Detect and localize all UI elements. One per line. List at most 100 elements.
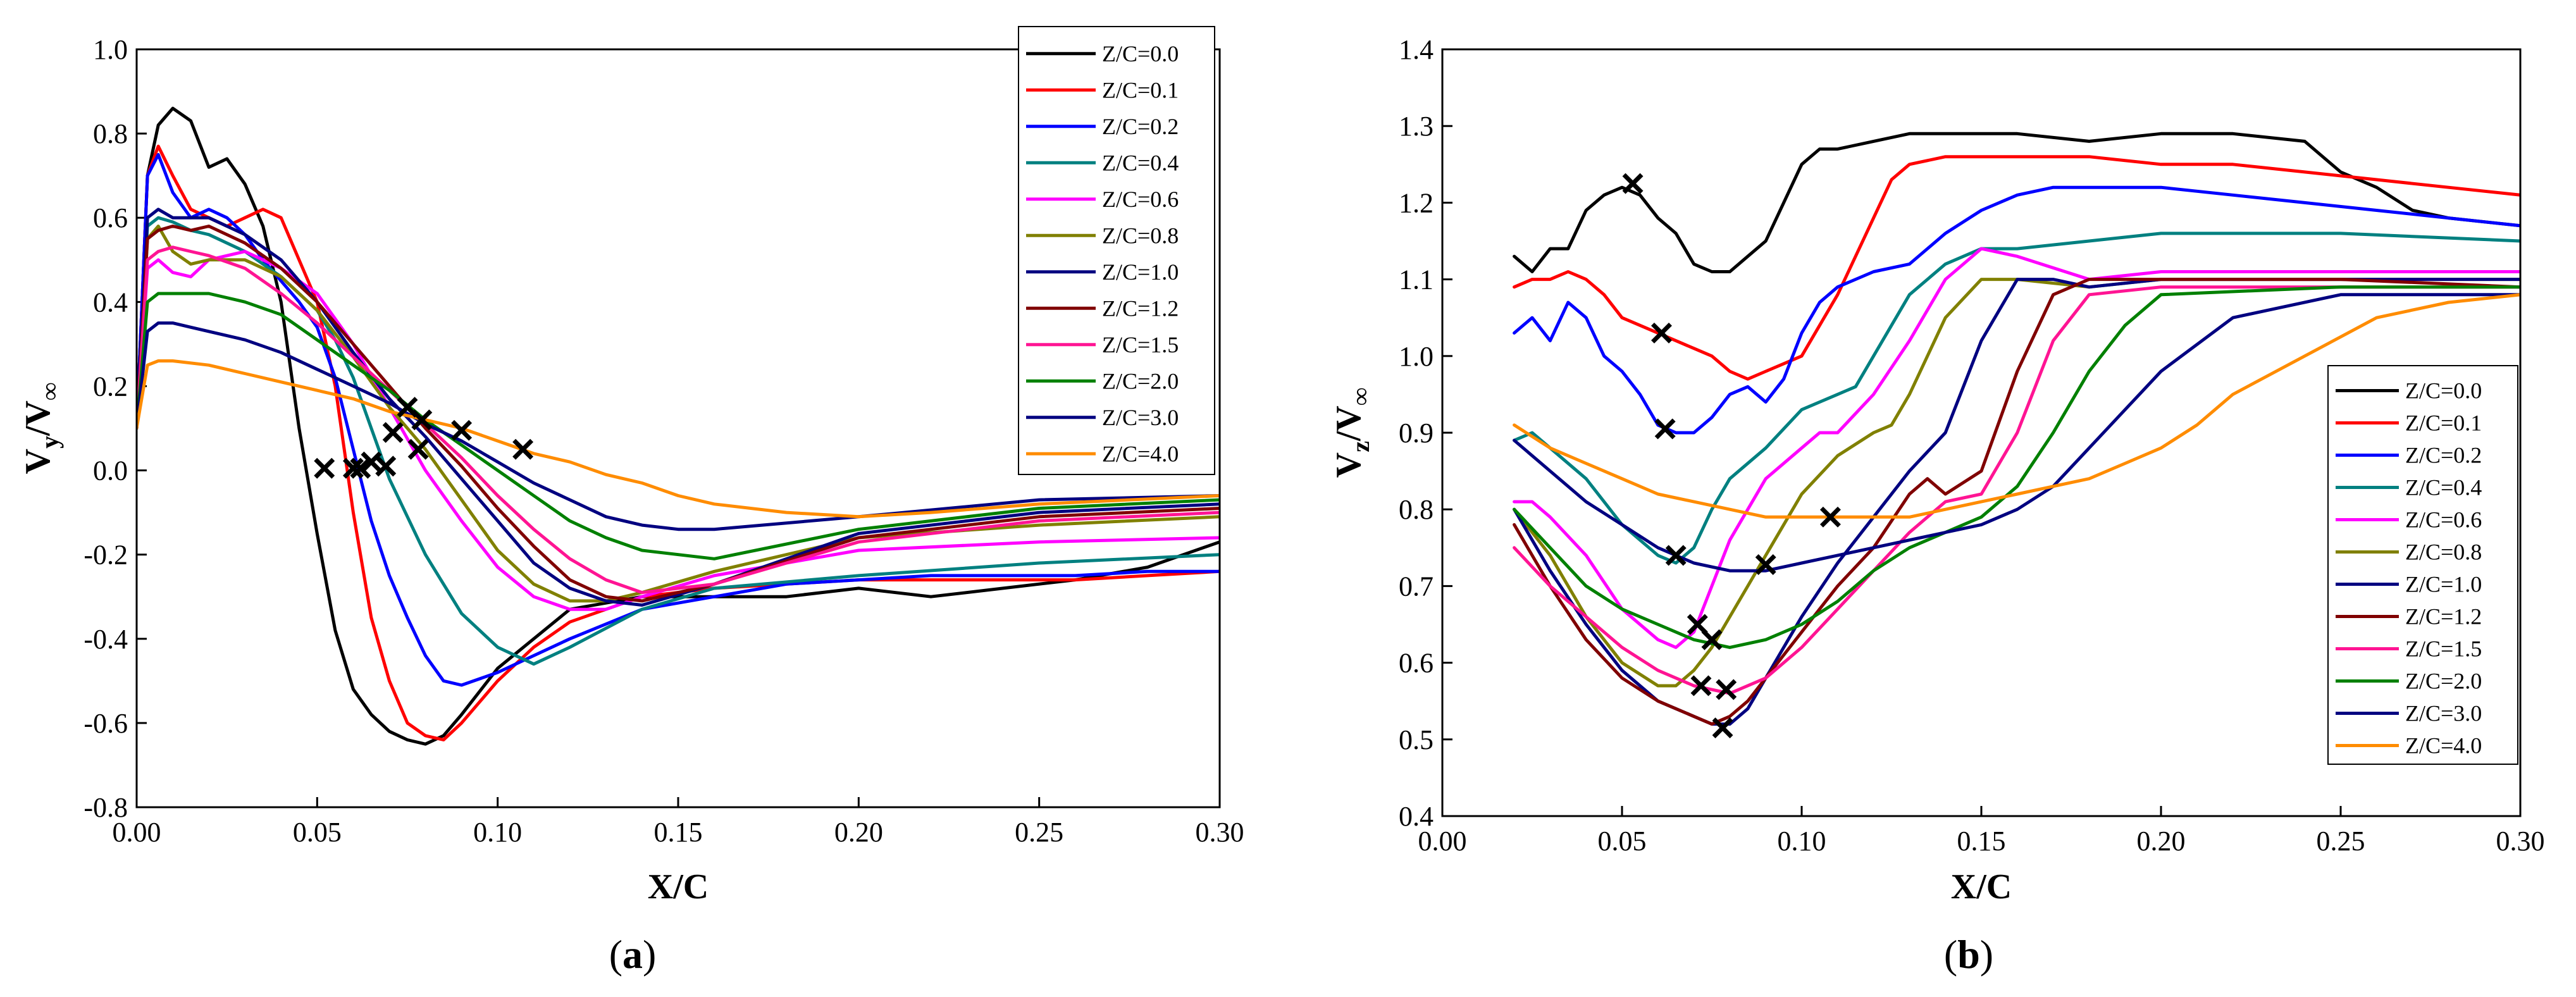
panel-b-x-axis-label: X/C xyxy=(1951,867,2012,907)
marker-cross xyxy=(342,457,364,479)
series-line xyxy=(137,250,1220,611)
series-line xyxy=(137,106,1220,746)
marker-cross xyxy=(375,455,397,477)
y-tick-label: 0.9 xyxy=(1399,418,1434,449)
marker-cross xyxy=(411,409,433,431)
marker-cross xyxy=(451,419,473,441)
legend-label: Z/C=0.8 xyxy=(1102,223,1179,248)
legend-label: Z/C=0.2 xyxy=(1102,114,1179,139)
panel-b-grid-and-ticks: 0.00 0.05 0.10 0.15 0.20 0.25 0.30 0.4 0.5 0.6 0.7… xyxy=(1399,34,2545,857)
series-line xyxy=(1513,278,2520,726)
marker-cross xyxy=(1701,629,1723,650)
marker-cross xyxy=(1819,506,1841,528)
x-tick-label: 0.00 xyxy=(1418,826,1467,857)
panel-b: 0.00 0.05 0.10 0.15 0.20 0.25 0.30 0.4 0.5 0.6 0.7… xyxy=(1329,34,2545,977)
series-line xyxy=(1513,285,2520,695)
legend-label: Z/C=1.5 xyxy=(2405,636,2482,662)
y-tick-label: 1.2 xyxy=(1399,187,1434,218)
legend-box xyxy=(2327,365,2518,765)
panel-a-grid-and-ticks: 0.00 0.05 0.10 0.15 0.20 0.25 0.30 -0.8 -0.6 -0.4… xyxy=(84,34,1244,848)
x-tick-label: 0.15 xyxy=(654,817,703,848)
marker-cross xyxy=(512,438,534,460)
x-tick-label: 0.25 xyxy=(1015,817,1063,848)
y-tick-label: 0.6 xyxy=(1399,648,1434,679)
panel-a-caption: (a) xyxy=(609,932,657,977)
panel-a-y-axis-label: Vy/V∞ xyxy=(18,383,64,474)
legend-label: Z/C=1.2 xyxy=(1102,295,1179,321)
legend-label: Z/C=4.0 xyxy=(2405,733,2482,759)
legend-label: Z/C=4.0 xyxy=(1102,441,1179,466)
panel-b-series-group xyxy=(1513,132,2520,726)
series-line xyxy=(1513,185,2520,435)
legend-label: Z/C=2.0 xyxy=(2405,669,2482,694)
series-line xyxy=(137,207,1220,607)
x-tick-label: 0.00 xyxy=(113,817,161,848)
y-tick-label: 1.4 xyxy=(1399,34,1434,65)
legend-label: Z/C=1.5 xyxy=(1102,332,1179,357)
marker-cross xyxy=(1651,322,1672,344)
legend-label: Z/C=1.0 xyxy=(1102,259,1179,285)
legend-label: Z/C=0.2 xyxy=(2405,443,2482,468)
y-tick-label: -0.8 xyxy=(84,792,128,823)
x-tick-label: 0.20 xyxy=(834,817,883,848)
marker-cross xyxy=(1690,675,1712,697)
panel-a: 0.00 0.05 0.10 0.15 0.20 0.25 0.30 -0.8 -0.6 -0.4… xyxy=(18,26,1244,977)
legend-label: Z/C=0.0 xyxy=(2405,378,2482,404)
legend-label: Z/C=1.0 xyxy=(2405,572,2482,597)
series-line xyxy=(137,152,1220,687)
series-line xyxy=(1513,278,2520,688)
marker-cross xyxy=(407,438,429,460)
y-tick-label: 1.0 xyxy=(1399,341,1434,372)
marker-cross xyxy=(1755,554,1776,575)
x-tick-label: 0.15 xyxy=(1957,826,2006,857)
marker-cross xyxy=(314,457,335,479)
panel-b-markers xyxy=(1622,173,1841,739)
marker-cross xyxy=(350,457,371,479)
y-tick-label: 1.3 xyxy=(1399,111,1434,142)
legend-label: Z/C=1.2 xyxy=(2405,604,2482,629)
panel-a-legend: Z/C=0.0 Z/C=0.1 Z/C=0.2 Z/C=0.4 Z/C=0.6 Z/C=0… xyxy=(1018,26,1215,475)
panel-a-x-axis-label: X/C xyxy=(648,867,709,907)
legend-box xyxy=(1018,26,1215,475)
legend-label: Z/C=0.1 xyxy=(2405,411,2482,436)
series-line xyxy=(1513,247,2520,649)
series-line xyxy=(1513,132,2520,273)
marker-cross xyxy=(1665,545,1687,566)
x-tick-label: 0.10 xyxy=(1778,826,1826,857)
y-tick-label: 0.2 xyxy=(93,371,128,402)
series-line xyxy=(1513,293,2520,573)
legend-label: Z/C=0.6 xyxy=(1102,187,1179,212)
panel-b-y-axis-label: Vz/V∞ xyxy=(1329,388,1375,478)
series-line xyxy=(1513,293,2520,519)
panel-a-series-group xyxy=(137,106,1220,746)
legend-label: Z/C=0.4 xyxy=(2405,475,2482,500)
y-tick-label: 0.6 xyxy=(93,202,128,233)
y-tick-label: 1.1 xyxy=(1399,264,1434,295)
legend-label: Z/C=2.0 xyxy=(1102,368,1179,393)
y-tick-label: 0.8 xyxy=(1399,494,1434,525)
marker-cross xyxy=(361,451,382,473)
legend-label: Z/C=3.0 xyxy=(1102,405,1179,430)
y-tick-label: 0.5 xyxy=(1399,724,1434,755)
marker-cross xyxy=(1687,614,1708,635)
legend-label: Z/C=3.0 xyxy=(2405,701,2482,726)
legend-label: Z/C=0.1 xyxy=(1102,77,1179,102)
series-line xyxy=(1513,155,2520,381)
x-tick-label: 0.10 xyxy=(473,817,522,848)
panel-b-legend: Z/C=0.0 Z/C=0.1 Z/C=0.2 Z/C=0.4 Z/C=0.6 Z/C=0… xyxy=(2327,365,2518,765)
panel-a-markers xyxy=(314,397,534,479)
x-tick-label: 0.30 xyxy=(2496,826,2545,857)
y-tick-label: 1.0 xyxy=(93,34,128,65)
x-tick-label: 0.25 xyxy=(2317,826,2365,857)
x-tick-label: 0.05 xyxy=(293,817,342,848)
legend-label: Z/C=0.4 xyxy=(1102,150,1179,175)
panel-a-plot-frame xyxy=(135,48,1221,808)
panel-b-plot-frame xyxy=(1441,48,2522,817)
series-line xyxy=(1513,285,2520,649)
series-line xyxy=(1513,232,2520,565)
legend-label: Z/C=0.6 xyxy=(2405,507,2482,533)
x-tick-label: 0.20 xyxy=(2137,826,2186,857)
y-tick-label: -0.2 xyxy=(84,540,128,571)
series-line xyxy=(137,359,1220,519)
